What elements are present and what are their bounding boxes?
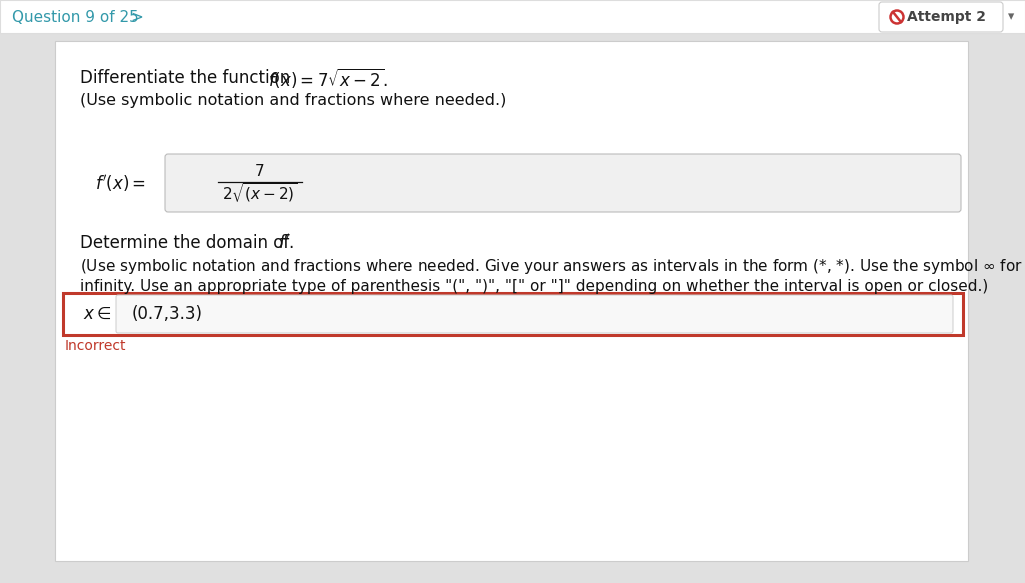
Text: $f'(x) =$: $f'(x) =$ [95, 173, 147, 194]
Text: ▾: ▾ [1008, 10, 1015, 23]
Text: Incorrect: Incorrect [65, 339, 126, 353]
Text: $f(x) = 7\sqrt{x-2}.$: $f(x) = 7\sqrt{x-2}.$ [268, 66, 387, 90]
FancyBboxPatch shape [879, 2, 1003, 32]
Text: (Use symbolic notation and fractions where needed.): (Use symbolic notation and fractions whe… [80, 93, 506, 108]
Text: Attempt 2: Attempt 2 [907, 10, 986, 24]
Text: (0.7,3.3): (0.7,3.3) [132, 305, 203, 323]
FancyBboxPatch shape [55, 41, 968, 561]
FancyBboxPatch shape [63, 293, 964, 335]
FancyBboxPatch shape [0, 0, 1025, 33]
Text: 7: 7 [255, 163, 264, 178]
Text: Determine the domain of: Determine the domain of [80, 234, 294, 252]
Text: $f'.$: $f'.$ [278, 234, 294, 252]
FancyBboxPatch shape [116, 295, 953, 333]
Text: >: > [130, 9, 142, 24]
Text: Differentiate the function: Differentiate the function [80, 69, 295, 87]
Text: Question 9 of 25: Question 9 of 25 [12, 9, 138, 24]
FancyBboxPatch shape [165, 154, 961, 212]
Text: infinity. Use an appropriate type of parenthesis "(", ")", "[" or "]" depending : infinity. Use an appropriate type of par… [80, 279, 988, 293]
Text: (Use symbolic notation and fractions where needed. Give your answers as interval: (Use symbolic notation and fractions whe… [80, 258, 1023, 276]
Text: $x \in$: $x \in$ [83, 305, 112, 323]
Text: $2\sqrt{(x-2)}$: $2\sqrt{(x-2)}$ [222, 181, 298, 205]
